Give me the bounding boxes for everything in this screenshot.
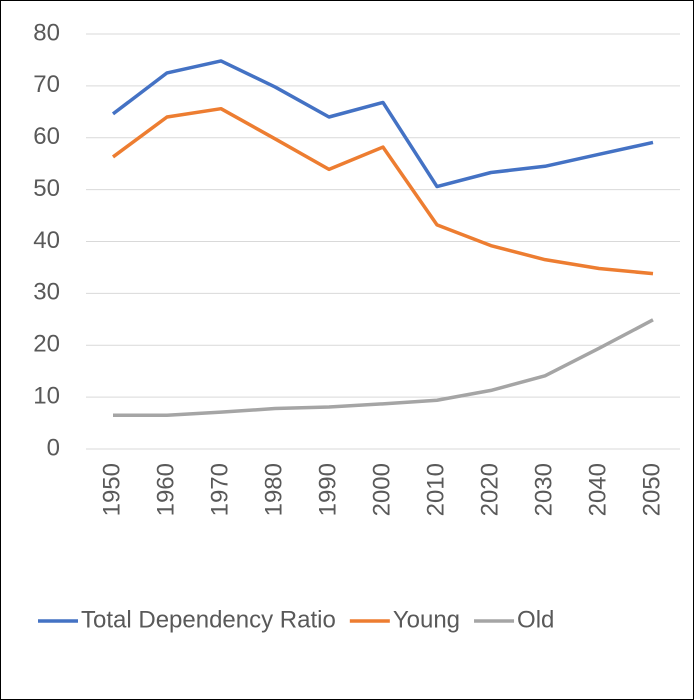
series-line xyxy=(113,318,654,418)
x-tick-label: 2010 xyxy=(422,463,449,516)
y-tick-label: 0 xyxy=(47,434,60,461)
y-tick-label: 70 xyxy=(33,71,60,98)
y-tick-label: 20 xyxy=(33,331,60,358)
legend-label: Young xyxy=(393,606,460,633)
series-line xyxy=(111,106,654,276)
x-tick-label: 1990 xyxy=(314,463,341,516)
y-tick-label: 30 xyxy=(33,279,60,306)
x-tick-label: 2000 xyxy=(368,463,395,516)
legend-label: Total Dependency Ratio xyxy=(81,606,336,633)
y-tick-label: 50 xyxy=(33,175,60,202)
series-line xyxy=(111,59,654,189)
y-tick-label: 10 xyxy=(33,382,60,409)
y-tick-label: 80 xyxy=(33,19,60,46)
y-tick-label: 40 xyxy=(33,227,60,254)
x-tick-label: 2040 xyxy=(584,463,611,516)
x-tick-label: 2050 xyxy=(638,463,665,516)
y-tick-label: 60 xyxy=(33,123,60,150)
x-tick-label: 1950 xyxy=(98,463,125,516)
x-tick-label: 1960 xyxy=(152,463,179,516)
x-tick-label: 1980 xyxy=(260,463,287,516)
legend-label: Old xyxy=(517,606,554,633)
x-tick-label: 2030 xyxy=(530,463,557,516)
x-tick-label: 2020 xyxy=(476,463,503,516)
x-tick-label: 1970 xyxy=(206,463,233,516)
